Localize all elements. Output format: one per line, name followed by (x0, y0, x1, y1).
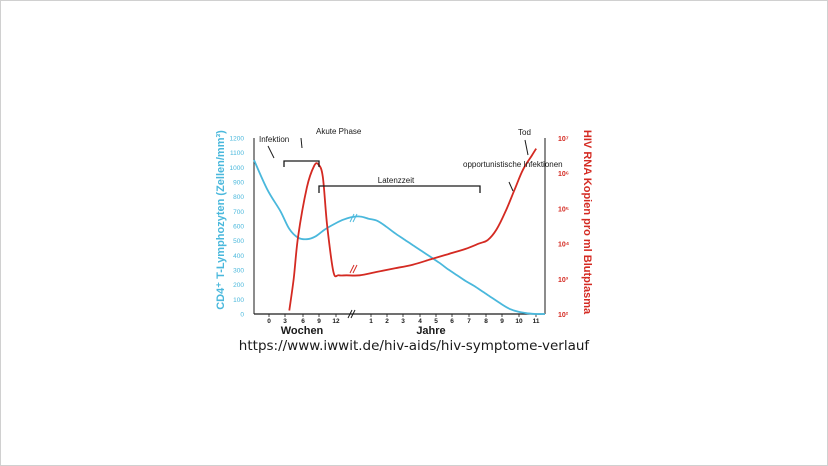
x-tick-label: 3 (283, 318, 287, 325)
left-y-axis-title: CD4⁺ T-Lymphozyten (Zellen/mm³) (215, 130, 227, 310)
right-y-tick-label: 10⁶ (558, 171, 569, 178)
cd4-series-line (253, 159, 546, 315)
left-y-tick-label: 1100 (230, 150, 244, 157)
x-tick-label: 7 (467, 318, 471, 325)
annotation-latenzzeit: Latenzzeit (378, 176, 415, 185)
annotation-infektion: Infektion (259, 135, 289, 144)
chart-axes (253, 138, 546, 319)
x-tick-label: 6 (301, 318, 305, 325)
annotation-akute-phase: Akute Phase (316, 127, 362, 136)
left-y-tick-label: 100 (233, 297, 244, 304)
x-tick-label: 11 (533, 318, 540, 325)
x-tick-label: 9 (317, 318, 321, 325)
right-y-tick-label: 10² (558, 312, 569, 319)
right-y-tick-label: 10⁴ (558, 242, 570, 249)
right-y-tick-label: 10⁵ (558, 206, 569, 213)
x-label-years: Jahre (416, 325, 445, 337)
left-y-tick-label: 0 (240, 312, 244, 319)
annotation-opportunistische-pointer (508, 181, 514, 192)
x-tick-label: 1 (369, 318, 373, 325)
x-tick-label: 6 (450, 318, 454, 325)
series-break-marks (349, 213, 358, 274)
left-y-tick-label: 200 (233, 282, 244, 289)
left-y-tick-label: 900 (233, 180, 244, 187)
x-tick-label: 0 (267, 318, 271, 325)
left-y-tick-label: 400 (233, 253, 244, 260)
x-tick-label: 3 (401, 318, 405, 325)
annotation-akute-phase-pointer (300, 137, 303, 149)
right-y-tick-label: 10⁷ (558, 136, 569, 143)
left-y-tick-label: 1000 (230, 165, 245, 172)
x-tick-label: 9 (500, 318, 504, 325)
left-y-tick-labels: 0 100 200 300 400 500 600 700 800 900 1000 1100 1200 (230, 136, 245, 319)
x-axis-break-mark (347, 309, 356, 319)
left-y-tick-label: 700 (233, 209, 244, 216)
right-y-tick-labels: 10² 10³ 10⁴ 10⁵ 10⁶ 10⁷ (558, 136, 570, 319)
annotation-opportunistische: opportunistische Infektionen (463, 160, 563, 169)
x-tick-label: 4 (418, 318, 422, 325)
annotation-tod-pointer (524, 139, 529, 156)
x-label-weeks: Wochen (281, 325, 324, 337)
annotation-infektion-pointer (267, 145, 275, 159)
right-y-tick-label: 10³ (558, 277, 569, 284)
left-y-tick-label: 500 (233, 238, 244, 245)
x-tick-label: 2 (385, 318, 389, 325)
x-tick-label: 5 (434, 318, 438, 325)
chart-annotations: Infektion Akute Phase Latenzzeit opportu… (259, 127, 563, 193)
bracket-akute-phase (283, 160, 320, 167)
left-y-tick-label: 800 (233, 194, 244, 201)
hiv-rna-series-line (288, 148, 537, 311)
x-tick-label: 8 (484, 318, 488, 325)
left-y-tick-label: 600 (233, 224, 244, 231)
bracket-latenzzeit (318, 185, 481, 193)
x-tick-labels: 0 3 6 9 12 1 2 3 4 5 6 7 8 9 10 11 (267, 314, 540, 325)
right-y-axis-title: HIV RNA Kopien pro ml Blutplasma (581, 130, 593, 315)
left-y-tick-label: 300 (233, 268, 244, 275)
left-y-tick-label: 1200 (230, 136, 245, 143)
x-tick-label: 12 (332, 318, 340, 325)
source-url-caption: https://www.iwwit.de/hiv-aids/hiv-sympto… (238, 338, 590, 354)
annotation-tod: Tod (518, 128, 531, 137)
x-tick-label: 10 (515, 318, 523, 325)
